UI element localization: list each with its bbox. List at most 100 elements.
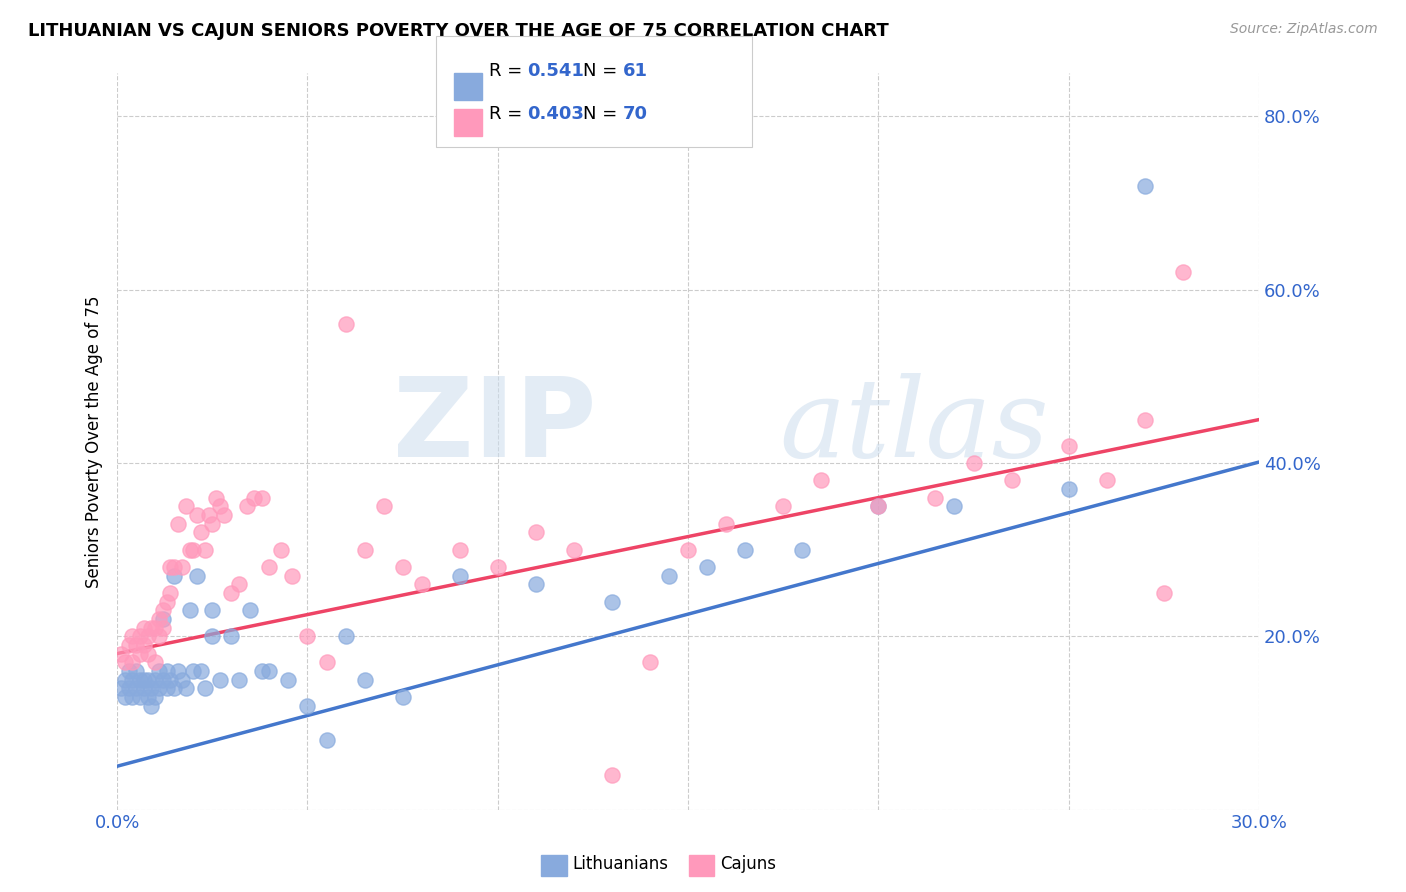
Point bbox=[141, 698, 163, 713]
Text: 0.541: 0.541 bbox=[527, 62, 583, 80]
Point bbox=[143, 673, 166, 687]
Point bbox=[110, 681, 132, 696]
Point bbox=[129, 673, 152, 687]
Text: 61: 61 bbox=[623, 62, 648, 80]
Point bbox=[129, 629, 152, 643]
Point bbox=[335, 318, 357, 332]
Point bbox=[174, 500, 197, 514]
Point bbox=[391, 560, 413, 574]
Point bbox=[152, 673, 174, 687]
Point bbox=[353, 673, 375, 687]
Point bbox=[190, 664, 212, 678]
Point bbox=[159, 560, 181, 574]
Point bbox=[208, 500, 231, 514]
Point bbox=[1153, 586, 1175, 600]
Point bbox=[373, 500, 395, 514]
Point bbox=[152, 612, 174, 626]
Point bbox=[186, 568, 208, 582]
Point bbox=[163, 681, 186, 696]
Point bbox=[170, 560, 193, 574]
Point bbox=[136, 647, 159, 661]
Point bbox=[1000, 473, 1022, 487]
Point bbox=[159, 586, 181, 600]
Point bbox=[129, 647, 152, 661]
Text: N =: N = bbox=[583, 62, 623, 80]
Y-axis label: Seniors Poverty Over the Age of 75: Seniors Poverty Over the Age of 75 bbox=[86, 295, 103, 588]
Point bbox=[174, 681, 197, 696]
Point bbox=[167, 516, 190, 531]
Point bbox=[194, 542, 217, 557]
Point bbox=[201, 603, 224, 617]
Point bbox=[335, 629, 357, 643]
Point bbox=[259, 664, 281, 678]
Point bbox=[125, 681, 148, 696]
Point bbox=[235, 500, 257, 514]
Point bbox=[148, 629, 170, 643]
Point bbox=[186, 508, 208, 522]
Point bbox=[221, 629, 243, 643]
Point bbox=[132, 638, 155, 652]
Point bbox=[297, 629, 319, 643]
Text: R =: R = bbox=[489, 105, 529, 123]
Text: R =: R = bbox=[489, 62, 529, 80]
Point bbox=[315, 655, 337, 669]
Point bbox=[277, 673, 299, 687]
Point bbox=[121, 690, 143, 704]
Point bbox=[194, 681, 217, 696]
Point bbox=[141, 681, 163, 696]
Point bbox=[212, 508, 235, 522]
Point bbox=[114, 690, 136, 704]
Point bbox=[136, 629, 159, 643]
Point bbox=[143, 690, 166, 704]
Point bbox=[132, 681, 155, 696]
Point bbox=[868, 500, 890, 514]
Point bbox=[315, 733, 337, 747]
Text: Source: ZipAtlas.com: Source: ZipAtlas.com bbox=[1230, 22, 1378, 37]
Point bbox=[486, 560, 509, 574]
Text: N =: N = bbox=[583, 105, 623, 123]
Point bbox=[658, 568, 681, 582]
Point bbox=[121, 673, 143, 687]
Point bbox=[1057, 439, 1080, 453]
Point bbox=[167, 664, 190, 678]
Text: 70: 70 bbox=[623, 105, 648, 123]
Point bbox=[1171, 265, 1194, 279]
Point bbox=[190, 525, 212, 540]
Point bbox=[181, 542, 204, 557]
Point bbox=[152, 621, 174, 635]
Point bbox=[148, 664, 170, 678]
Point bbox=[159, 673, 181, 687]
Point bbox=[391, 690, 413, 704]
Point bbox=[117, 638, 139, 652]
Point bbox=[148, 612, 170, 626]
Point bbox=[228, 673, 250, 687]
Point bbox=[962, 456, 984, 470]
Point bbox=[179, 603, 201, 617]
Point bbox=[1133, 178, 1156, 193]
Point bbox=[114, 673, 136, 687]
Point bbox=[281, 568, 304, 582]
Point bbox=[181, 664, 204, 678]
Point bbox=[114, 655, 136, 669]
Point bbox=[163, 560, 186, 574]
Point bbox=[132, 673, 155, 687]
Point bbox=[208, 673, 231, 687]
Point bbox=[772, 500, 794, 514]
Point bbox=[179, 542, 201, 557]
Point bbox=[562, 542, 585, 557]
Text: Cajuns: Cajuns bbox=[720, 855, 776, 873]
Point bbox=[1095, 473, 1118, 487]
Point bbox=[600, 768, 623, 782]
Point bbox=[156, 664, 179, 678]
Point bbox=[110, 647, 132, 661]
Point bbox=[201, 629, 224, 643]
Point bbox=[297, 698, 319, 713]
Point bbox=[600, 594, 623, 608]
Point bbox=[129, 690, 152, 704]
Point bbox=[734, 542, 756, 557]
Text: ZIP: ZIP bbox=[394, 373, 596, 480]
Point bbox=[259, 560, 281, 574]
Point bbox=[163, 568, 186, 582]
Point bbox=[132, 621, 155, 635]
Point bbox=[156, 681, 179, 696]
